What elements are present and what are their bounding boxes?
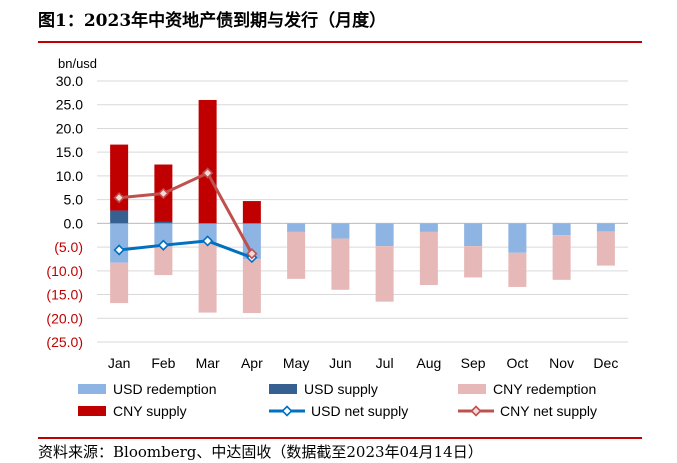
bar-usd-redemption [331,223,350,239]
bar-cny-redemption [552,235,571,280]
chart-area: bn/usd 30.0 25.0 20.0 15.0 10.0 5.0 0.0 (5.0) (1… [46,56,628,419]
legend-swatch [78,384,106,394]
line-layer [113,167,258,264]
y-tick-label: (10.0) [46,263,83,279]
marker-usd-net-supply [113,244,125,256]
y-tick-label: (15.0) [46,287,83,303]
bar-cny-redemption [287,231,306,279]
figure-title: 图1：2023年中资地产债到期与发行（月度） [38,11,387,31]
grid-layer [97,80,628,343]
bar-cny-redemption [242,258,261,314]
legend-label: CNY supply [113,403,187,419]
y-tick-label: 25.0 [56,97,83,113]
legend-swatch [269,384,297,394]
marker-cny-net-supply [201,167,214,179]
y-tick-label: (5.0) [54,239,83,255]
x-tick-label: Nov [549,355,574,371]
bar-usd-redemption [508,223,527,253]
line-cny-net-supply [118,171,254,255]
bar-usd-redemption [596,223,615,232]
legend-label: USD net supply [311,403,408,419]
x-tick-label: Sep [461,355,486,371]
y-tick-label: (20.0) [46,310,83,326]
y-tick-label: 15.0 [56,144,83,160]
bar-usd-supply [110,210,129,224]
bar-cny-redemption [464,246,483,278]
x-tick-label: Jan [108,355,131,371]
legend-item-usd-redemption: USD redemption [78,381,217,397]
bar-cny-supply [198,99,217,224]
bar-cny-redemption [110,262,129,304]
legend-swatch [78,406,106,416]
x-tick-label: Feb [151,355,175,371]
legend-label: USD supply [304,381,378,397]
marker-usd-net-supply [201,235,214,247]
x-tick-label: Oct [506,355,528,371]
bar-usd-redemption [552,223,571,236]
tick-layer: 30.0 25.0 20.0 15.0 10.0 5.0 0.0 (5.0) (10.0) (15… [46,73,618,371]
bar-cny-redemption [198,242,217,313]
y-tick-label: 30.0 [56,73,83,89]
legend-label: USD redemption [113,381,217,397]
bar-usd-redemption [287,223,306,232]
bar-cny-redemption [508,252,527,287]
legend-label: CNY net supply [500,403,597,419]
marker-cny-net-supply [246,248,258,260]
bar-cny-supply [242,201,261,224]
legend-item-cny-supply: CNY supply [78,403,187,419]
title-rule [38,41,642,43]
source-rule [38,437,642,439]
bar-usd-redemption [110,223,129,263]
legend-item-cny-redemption: CNY redemption [458,381,596,397]
bar-usd-redemption [375,223,394,247]
legend: USD redemption USD supply CNY redemption CN… [78,381,597,419]
x-tick-label: Dec [593,355,618,371]
x-tick-label: Aug [416,355,441,371]
x-tick-label: Jun [329,355,352,371]
y-tick-label: 5.0 [64,192,84,208]
bar-usd-redemption [242,223,261,259]
y-tick-label: 20.0 [56,120,83,136]
marker-cny-net-supply [113,192,125,204]
marker-cny-net-supply [157,187,170,200]
y-tick-label: 0.0 [64,215,84,231]
legend-swatch [458,384,486,394]
bar-cny-redemption [596,231,615,266]
bar-usd-redemption [419,223,438,232]
bar-cny-redemption [331,238,350,290]
bar-usd-supply [154,221,173,224]
bar-usd-redemption [464,223,483,247]
legend-marker [281,405,293,417]
x-tick-label: Mar [196,355,220,371]
bar-layer [110,99,615,314]
figure-source: 资料来源：Bloomberg、中达固收（数据截至2023年04月14日） [38,443,483,461]
legend-item-usd-supply: USD supply [269,381,378,397]
legend-marker [470,405,482,417]
legend-item-cny-net-supply: CNY net supply [458,403,597,419]
y-axis-label: bn/usd [58,56,97,71]
bar-cny-redemption [375,246,394,302]
legend-label: CNY redemption [493,381,596,397]
bar-usd-redemption [198,223,217,243]
bar-cny-redemption [419,231,438,286]
y-tick-label: 10.0 [56,168,83,184]
marker-usd-net-supply [157,239,170,251]
line-usd-net-supply [118,239,253,259]
y-tick-label: (25.0) [46,334,83,350]
bar-cny-redemption [154,246,173,276]
x-tick-label: Jul [376,355,394,371]
x-tick-label: May [283,355,309,371]
bar-usd-redemption [154,223,173,247]
legend-item-usd-net-supply: USD net supply [269,403,408,419]
x-tick-label: Apr [241,355,263,371]
bar-cny-supply [110,144,129,211]
